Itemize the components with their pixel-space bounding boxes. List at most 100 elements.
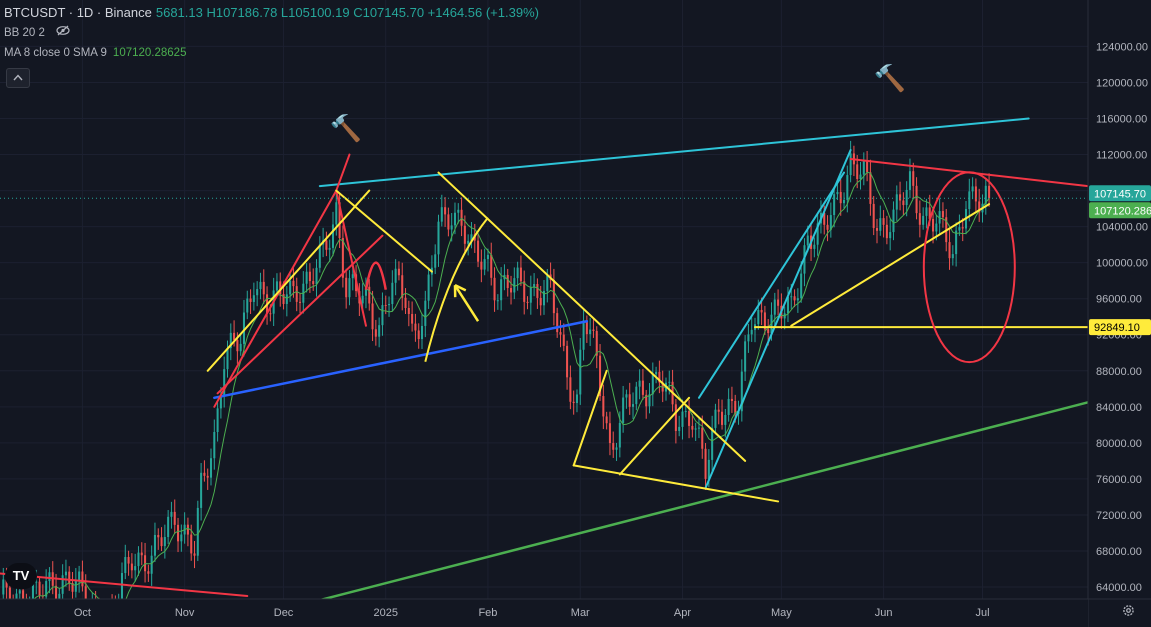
candle-body: [127, 557, 130, 564]
price-tick-label: 120000.00: [1096, 77, 1148, 89]
candle-body: [631, 404, 635, 407]
candle-body: [895, 194, 898, 210]
legend-row-symbol: BTCUSDT · 1D · Binance 5681.13 H107186.78…: [4, 3, 539, 23]
candle-body: [651, 374, 654, 395]
candle-body: [345, 277, 348, 298]
candle-body: [315, 267, 318, 285]
candle-body: [526, 301, 529, 303]
yellow-arrow-head: [454, 284, 467, 292]
cyan-trendline: [318, 117, 1030, 188]
candle-body: [777, 299, 780, 306]
candle-body: [800, 273, 803, 299]
price-axis-bg: [1088, 0, 1151, 627]
eye-off-icon[interactable]: [56, 23, 70, 43]
indicator-ma-label[interactable]: MA 8 close 0 SMA 9: [4, 47, 107, 59]
candle-body: [480, 261, 483, 270]
chevron-up-icon[interactable]: [6, 68, 30, 88]
gear-icon[interactable]: [1122, 604, 1135, 620]
candle-body: [45, 581, 48, 597]
time-tick-label: Oct: [74, 607, 91, 619]
indicator-bb-label[interactable]: BB 20 2: [4, 27, 45, 39]
last-price-tag: 107145.70: [1094, 188, 1146, 200]
candle-body: [8, 587, 11, 606]
candle-body: [599, 355, 602, 397]
candle-body: [282, 294, 285, 304]
candle-body: [984, 185, 987, 204]
candle-body: [312, 281, 315, 285]
candle-body: [279, 281, 282, 295]
candle-body: [341, 238, 344, 278]
candle-body: [925, 207, 928, 216]
candle-body: [816, 223, 819, 245]
level-price-tag-box: [1089, 319, 1151, 336]
candle-body: [806, 235, 809, 246]
candle-body: [388, 304, 391, 306]
candle-body: [734, 401, 737, 414]
candle-body: [2, 579, 5, 595]
yellow-arrow: [453, 284, 480, 322]
red-circle: [922, 171, 1016, 364]
candle-body: [767, 329, 770, 334]
candle-body: [420, 325, 424, 340]
candle-body: [81, 571, 84, 587]
symbol-title[interactable]: BTCUSDT · 1D · Binance: [4, 5, 152, 20]
candle-body: [889, 232, 892, 239]
candle-body: [483, 259, 486, 270]
candle-body: [516, 267, 519, 279]
drawings-under: [229, 401, 1090, 625]
candle-body: [740, 371, 743, 412]
time-tick-label: Jul: [975, 607, 989, 619]
price-tick-label: 76000.00: [1096, 474, 1142, 486]
candle-body: [602, 396, 605, 417]
candle-body: [625, 394, 628, 398]
red-trendline: [0, 572, 249, 598]
candle-body: [292, 280, 295, 287]
candle-body: [750, 329, 753, 335]
yellow-trendline: [618, 396, 691, 476]
candle-body: [35, 581, 38, 583]
candle-body: [688, 411, 691, 426]
candle-body: [84, 586, 87, 610]
candle-body: [658, 371, 661, 383]
candle-body: [562, 334, 565, 346]
candle-body: [681, 411, 684, 427]
candle-body: [612, 443, 615, 450]
yellow-trendline: [335, 189, 433, 273]
hammer-icon: 🔨: [329, 112, 363, 143]
candle-body: [813, 244, 816, 249]
candle-body: [968, 191, 971, 210]
candle-body: [974, 186, 977, 202]
candle-body: [78, 571, 81, 581]
chart-grid: [0, 0, 1088, 599]
candle-body: [219, 396, 222, 409]
candle-body: [180, 534, 183, 542]
time-axis-bg: [0, 599, 1088, 627]
indicator-ma-value: 107120.28625: [112, 47, 187, 59]
candle-body: [655, 371, 658, 375]
candle-body: [701, 427, 704, 449]
candle-body: [213, 432, 216, 459]
candle-body: [843, 199, 846, 204]
time-tick-label: Jun: [875, 607, 893, 619]
candle-body: [912, 171, 915, 186]
candle-body: [252, 295, 255, 302]
candle-body: [615, 447, 618, 450]
candle-body: [892, 209, 895, 233]
time-tick-label: May: [771, 607, 792, 619]
candle-body: [64, 571, 67, 576]
candle-body: [839, 191, 842, 204]
price-tick-label: 84000.00: [1096, 402, 1142, 414]
candle-body: [648, 394, 651, 407]
candle-body: [331, 224, 335, 248]
candle-body: [948, 242, 951, 259]
candle-body: [773, 299, 776, 315]
yellow-trendline: [572, 369, 608, 467]
tradingview-logo[interactable]: TV: [5, 563, 37, 589]
candle-body: [882, 218, 885, 225]
candle-body: [391, 282, 394, 305]
candle-body: [826, 224, 829, 230]
candle-body: [203, 472, 206, 476]
candle-body: [407, 308, 410, 314]
price-tick-label: 124000.00: [1096, 41, 1148, 53]
